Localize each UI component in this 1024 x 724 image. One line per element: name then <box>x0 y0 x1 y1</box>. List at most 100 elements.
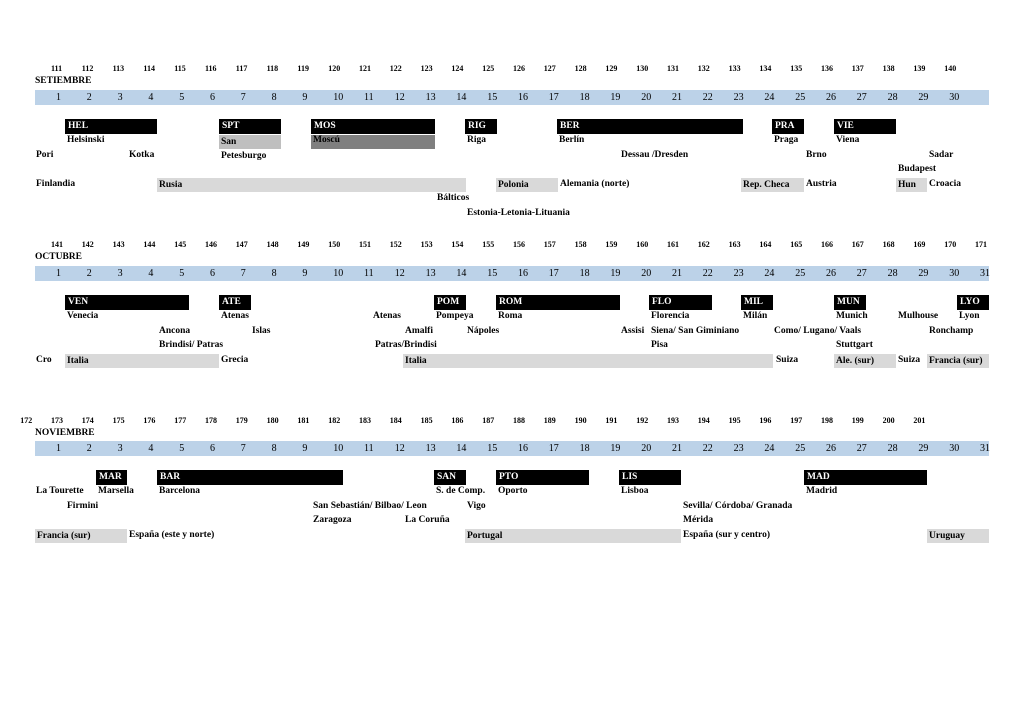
week-number: 181 <box>297 416 310 425</box>
region-label: Croacia <box>929 179 962 189</box>
region-band: Italia <box>65 354 219 368</box>
month-title: NOVIEMBRE <box>35 428 95 438</box>
day-number: 4 <box>148 443 154 454</box>
week-number: 196 <box>759 416 772 425</box>
city-code-bar: HEL <box>65 119 157 134</box>
week-number: 199 <box>851 416 864 425</box>
day-number: 17 <box>548 92 559 103</box>
day-number: 11 <box>364 443 374 454</box>
day-number: 22 <box>702 443 713 454</box>
city-code-bar: VIE <box>834 119 896 134</box>
week-number: 124 <box>451 64 464 73</box>
day-number: 27 <box>856 443 867 454</box>
day-number: 16 <box>518 268 528 279</box>
city-label: Brindisi/ Patras <box>159 340 224 350</box>
region-band: Rep. Checa <box>741 178 804 192</box>
city-label: Berlín <box>559 135 585 145</box>
day-number: 18 <box>579 443 590 454</box>
week-number: 150 <box>328 240 341 249</box>
day-number: 28 <box>887 268 898 279</box>
region-band: Polonia <box>496 178 558 192</box>
day-number: 16 <box>518 443 528 454</box>
day-number: 15 <box>487 443 498 454</box>
day-number: 25 <box>795 92 806 103</box>
region-label: España (sur y centro) <box>683 530 771 540</box>
region-label: Bálticos <box>437 193 470 203</box>
week-number: 133 <box>728 64 741 73</box>
day-number: 31 <box>980 268 990 279</box>
week-number: 114 <box>143 64 155 73</box>
region-label: Finlandia <box>36 179 76 189</box>
city-code-bar: FLO <box>649 295 712 310</box>
day-number: 3 <box>117 92 123 103</box>
city-label: Nápoles <box>467 326 500 336</box>
week-number: 147 <box>235 240 248 249</box>
week-number: 142 <box>81 240 94 249</box>
day-number: 12 <box>394 268 405 279</box>
day-number: 13 <box>425 443 436 454</box>
city-label: Vigo <box>467 501 486 511</box>
day-number: 22 <box>702 268 713 279</box>
city-label: Firmini <box>67 501 99 511</box>
week-number: 118 <box>266 64 279 73</box>
stay-band <box>311 135 435 149</box>
city-code-bar: BAR <box>157 470 343 485</box>
week-number: 184 <box>389 416 402 425</box>
city-label: Brno <box>806 150 827 160</box>
week-number: 187 <box>482 416 495 425</box>
day-number: 20 <box>641 92 652 103</box>
day-number: 30 <box>949 443 960 454</box>
day-band: 1 2 3 4 5 6 7 8 9 10 11 12 13 14 15 16 17 18 19 20 21 22 23 24 2… <box>35 266 990 281</box>
week-number: 130 <box>636 64 649 73</box>
city-label: Ronchamp <box>929 326 974 336</box>
day-number: 15 <box>487 268 498 279</box>
city-code-bar: VEN <box>65 295 189 310</box>
day-number: 3 <box>117 443 123 454</box>
region-label: Alemania (norte) <box>560 179 630 189</box>
day-number: 2 <box>86 92 92 103</box>
week-number: 185 <box>420 416 433 425</box>
week-number: 182 <box>328 416 341 425</box>
region-label: España (este y norte) <box>129 530 215 540</box>
week-number: 119 <box>297 64 309 73</box>
week-number: 121 <box>359 64 371 73</box>
city-label: Atenas <box>221 311 249 321</box>
city-label: Pori <box>36 150 54 160</box>
city-label: Como/ Lugano/ Vaals <box>774 326 862 336</box>
day-number: 9 <box>302 268 308 279</box>
week-number: 169 <box>913 240 926 249</box>
week-number: 151 <box>359 240 371 249</box>
city-label: Viena <box>836 135 860 145</box>
day-number: 25 <box>795 268 806 279</box>
day-band: 1 2 3 4 5 6 7 8 9 10 11 12 13 14 15 16 17 18 19 20 21 22 23 24 2… <box>35 441 990 456</box>
city-label: Praga <box>774 135 799 145</box>
day-number: 21 <box>672 92 682 103</box>
day-number: 20 <box>641 268 652 279</box>
day-number: 17 <box>548 268 559 279</box>
week-number: 152 <box>389 240 402 249</box>
week-number: 166 <box>821 240 833 249</box>
week-number: 191 <box>605 416 618 425</box>
day-number: 5 <box>179 268 185 279</box>
week-number: 178 <box>205 416 217 425</box>
city-label: San Sebastián/ Bilbao/ Leon <box>313 501 427 511</box>
city-code-bar: LYO <box>957 295 989 310</box>
day-number: 24 <box>764 443 775 454</box>
week-number: 141 <box>51 240 63 249</box>
day-number: 19 <box>610 92 621 103</box>
day-number: 6 <box>210 268 215 279</box>
week-number: 129 <box>605 64 618 73</box>
city-code-bar: RIG <box>465 119 497 134</box>
city-label: Barcelona <box>159 486 200 496</box>
day-number: 7 <box>240 268 246 279</box>
week-number: 188 <box>513 416 525 425</box>
day-number: 23 <box>733 443 744 454</box>
day-number: 29 <box>918 268 929 279</box>
city-code-bar: PTO <box>496 470 589 485</box>
week-number: 128 <box>574 64 587 73</box>
week-number: 168 <box>882 240 895 249</box>
day-number: 13 <box>425 268 436 279</box>
week-number: 198 <box>821 416 833 425</box>
week-number: 164 <box>759 240 772 249</box>
week-number: 162 <box>697 240 710 249</box>
